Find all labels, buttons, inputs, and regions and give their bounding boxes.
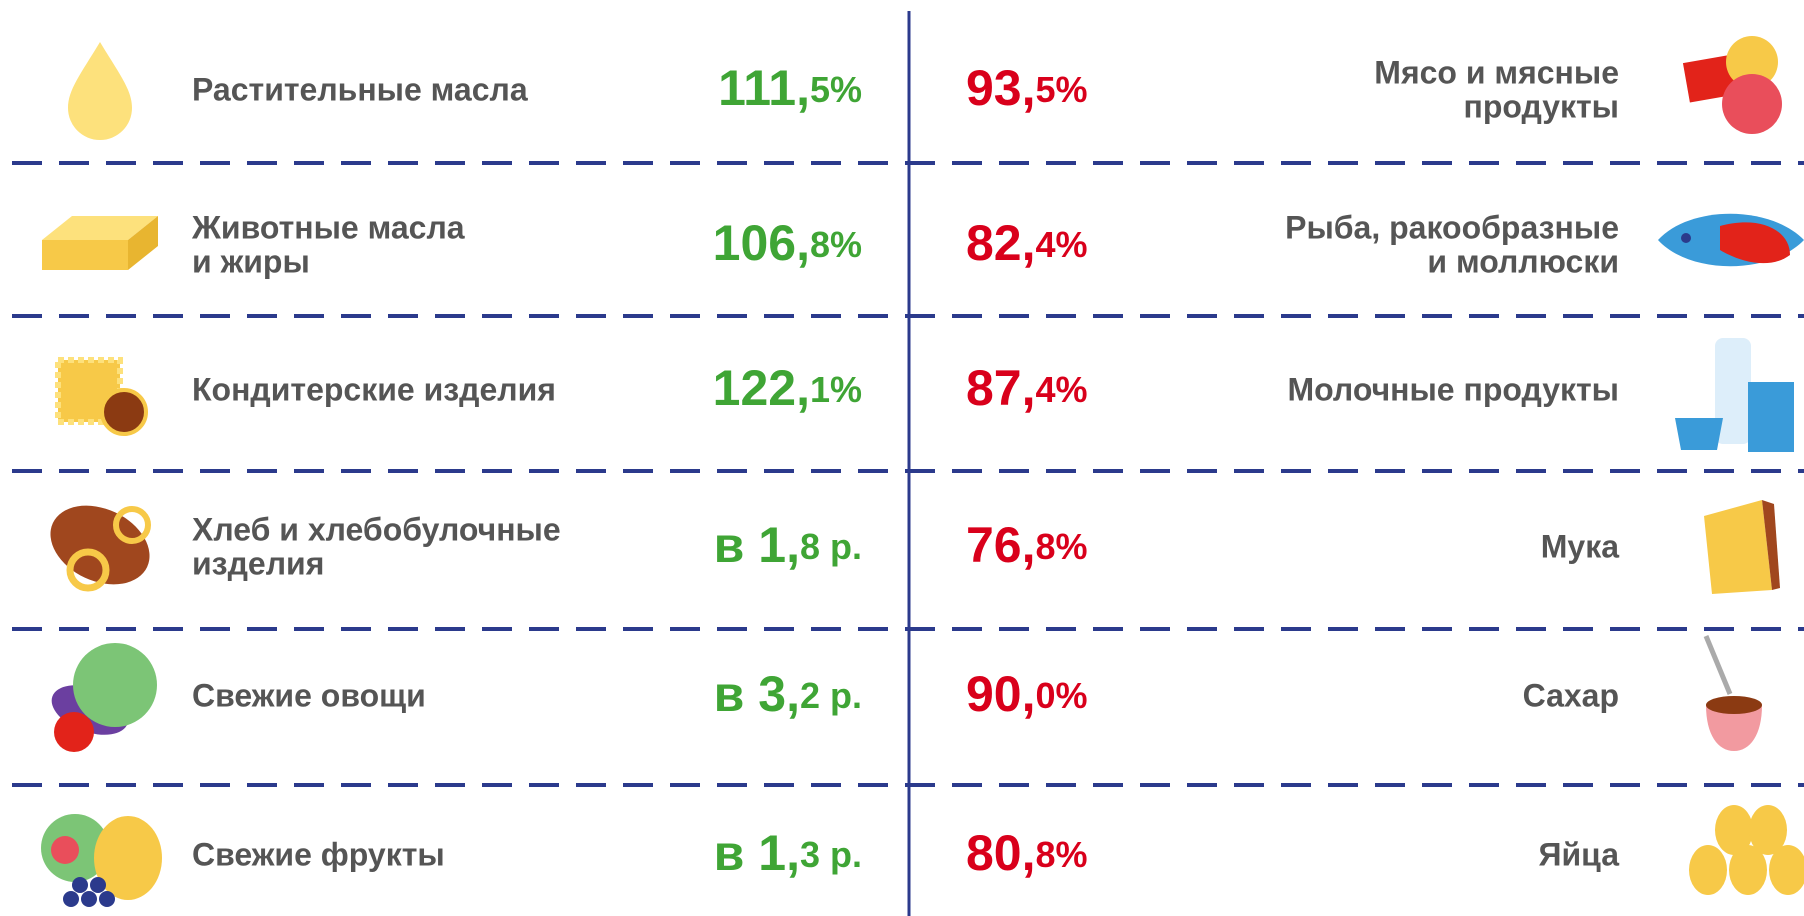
icon-meat: [1682, 36, 1782, 134]
label: Животные масла: [191, 209, 465, 245]
label: Мясо и мясные: [1374, 54, 1619, 90]
value: 106,8%: [713, 215, 862, 271]
value: 122,1%: [713, 360, 862, 416]
value: 93,5%: [966, 60, 1088, 116]
label: Молочные продукты: [1288, 371, 1620, 407]
icon-flour: [1704, 500, 1780, 594]
value: в 3,2 р.: [714, 666, 862, 722]
label: и моллюски: [1427, 243, 1619, 279]
icons: [41, 36, 1804, 907]
value: 90,0%: [966, 666, 1088, 722]
icon-dairy: [1675, 338, 1794, 452]
label: Хлеб и хлебобулочные: [192, 511, 561, 547]
icon-vegetables: [51, 643, 157, 752]
label: Сахар: [1523, 677, 1619, 713]
value: в 1,3 р.: [714, 825, 862, 881]
label: Свежие фрукты: [192, 836, 445, 872]
label: продукты: [1463, 88, 1619, 124]
icon-sugar: [1703, 635, 1762, 751]
icon-oil: [68, 42, 132, 140]
label: Свежие овощи: [192, 677, 426, 713]
icon-eggs: [1689, 805, 1804, 895]
label: и жиры: [192, 243, 310, 279]
icon-sweets: [55, 357, 148, 436]
icon-bread: [50, 505, 151, 592]
value: 82,4%: [966, 215, 1088, 271]
value: 87,4%: [966, 360, 1088, 416]
value: в 1,8 р.: [714, 517, 862, 573]
icon-fish: [1658, 213, 1804, 267]
label: Рыба, ракообразные: [1285, 209, 1619, 245]
value: 80,8%: [966, 825, 1088, 881]
value: 76,8%: [966, 517, 1088, 573]
label: Мука: [1541, 528, 1619, 564]
label: изделия: [192, 545, 324, 581]
label: Яйца: [1538, 836, 1619, 872]
value: 111,5%: [718, 60, 862, 116]
label: Растительные масла: [192, 71, 528, 107]
icon-fruits: [41, 814, 162, 907]
label: Кондитерские изделия: [192, 371, 556, 407]
icon-butter: [42, 216, 158, 270]
